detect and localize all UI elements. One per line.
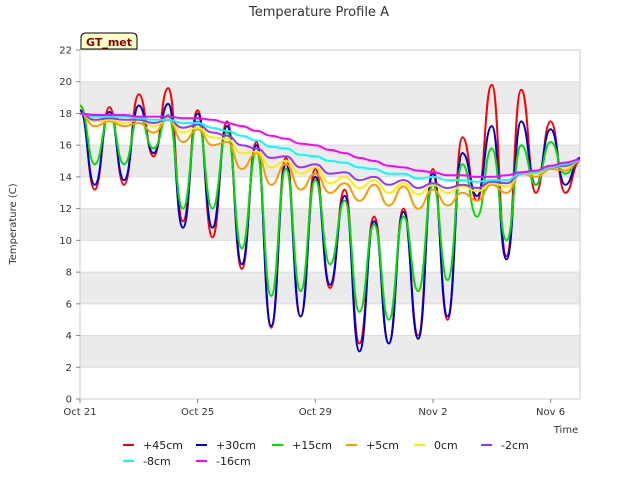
legend-label: +45cm (143, 439, 183, 452)
legend-label: +5cm (366, 439, 399, 452)
y-tick-label: 14 (59, 172, 72, 183)
legend-label: -16cm (216, 455, 251, 468)
chart-title: Temperature Profile A (248, 5, 389, 20)
x-axis-ticks: Oct 21 Oct 25 Oct 29 Nov 2 Nov 6 (63, 399, 565, 418)
plot-band (80, 303, 580, 336)
series-line-7 (79, 112, 581, 183)
legend: +45cm +30cm +15cm +5cm 0cm -2cm -8cm -16cm (123, 439, 529, 468)
plot-border (79, 49, 581, 400)
legend-label: +30cm (216, 439, 256, 452)
y-axis-ticks: 0 2 4 6 8 10 12 14 16 18 20 22 (59, 46, 80, 406)
plot-band (80, 367, 580, 399)
legend-label: +15cm (292, 439, 332, 452)
y-tick-label: 20 (59, 77, 72, 88)
x-tick-label: Oct 21 (63, 407, 96, 418)
plot-band (80, 240, 580, 273)
y-tick-label: 16 (59, 141, 72, 152)
x-tick-label: Oct 25 (181, 407, 214, 418)
y-tick-label: 4 (66, 331, 72, 342)
x-axis-title: Time (553, 425, 578, 436)
series-line-3 (79, 104, 581, 321)
badge-box (80, 32, 138, 50)
plot-background-bands (80, 49, 580, 400)
plot-band (80, 335, 580, 368)
x-tick-label: Nov 6 (536, 407, 565, 418)
gt-met-badge: GT_met (80, 32, 138, 50)
y-tick-label: 6 (66, 299, 72, 310)
legend-label: 0cm (434, 439, 458, 452)
y-tick-label: 10 (59, 236, 72, 247)
plot-band (80, 208, 580, 241)
x-tick-label: Nov 2 (418, 407, 447, 418)
y-tick-label: 18 (59, 109, 72, 120)
series-line-4 (79, 112, 581, 210)
plot-band (80, 81, 580, 114)
x-tick-label: Oct 29 (299, 407, 332, 418)
y-axis-title: Temperature (C) (8, 183, 19, 265)
series-lines (79, 83, 581, 353)
y-tick-label: 0 (66, 395, 72, 406)
y-tick-label: 2 (66, 363, 72, 374)
plot-band (80, 113, 580, 146)
series-line-8 (79, 112, 581, 178)
y-tick-label: 8 (66, 268, 72, 279)
badge-label: GT_met (86, 36, 132, 49)
plot-band (80, 50, 580, 82)
legend-label: -8cm (143, 455, 171, 468)
legend-label: -2cm (501, 439, 529, 452)
y-tick-label: 22 (59, 46, 72, 57)
y-tick-label: 12 (59, 204, 72, 215)
